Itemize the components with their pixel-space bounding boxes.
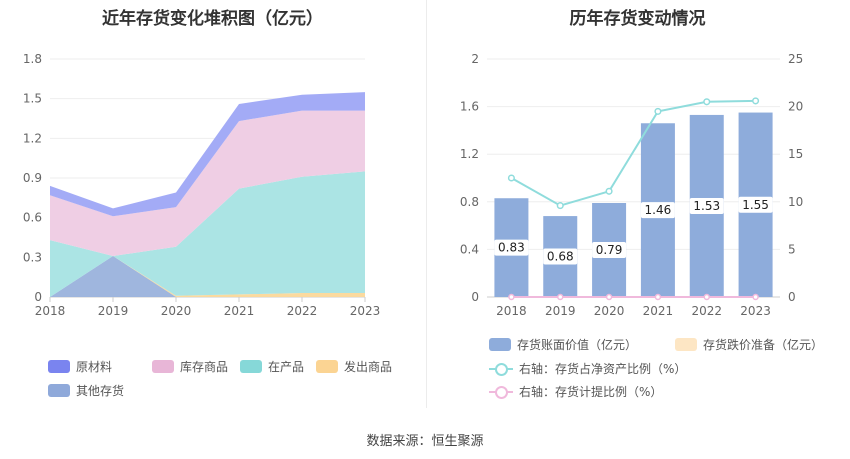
bar-data-label: 1.46 — [645, 203, 672, 217]
legend-label: 在产品 — [268, 360, 305, 374]
legend-item[interactable]: 库存商品 — [152, 358, 228, 375]
y-tick-label: 0.9 — [23, 171, 42, 185]
legend-label: 原材料 — [76, 360, 113, 374]
line-point — [605, 187, 613, 195]
x-tick-label: 2023 — [740, 304, 771, 318]
x-tick-label: 2021 — [224, 304, 255, 318]
bar-data-label: 0.83 — [498, 241, 525, 255]
line-point — [507, 174, 515, 182]
y-left-tick-label: 0.4 — [460, 242, 479, 256]
panel-divider — [426, 0, 427, 408]
legend-item[interactable]: 其他存货 — [48, 382, 124, 399]
line-point — [508, 293, 515, 301]
legend-swatch — [48, 360, 70, 373]
y-right-tick-label: 15 — [788, 147, 803, 161]
legend-item[interactable]: 右轴：存货计提比例（%） — [489, 383, 662, 400]
bar-label-bg — [640, 202, 675, 219]
bar-data-label: 0.79 — [596, 243, 623, 257]
y-tick-label: 1.5 — [23, 92, 42, 106]
y-tick-label: 0 — [34, 290, 42, 304]
stacked-area-chart-panel: 近年存货变化堆积图（亿元） 0 0.3 0.6 0.9 1.2 1.5 1.8 2018 201… — [0, 0, 425, 420]
bar-label-bg — [543, 248, 578, 265]
x-tick-label: 2021 — [643, 304, 674, 318]
line-point — [605, 293, 613, 301]
legend-swatch — [675, 338, 697, 351]
legend-label: 库存商品 — [180, 360, 229, 374]
x-tick-label: 2018 — [35, 304, 66, 318]
x-tick-label: 2022 — [691, 304, 722, 318]
bar-label-bg — [689, 197, 724, 214]
data-source-note: 数据来源：恒生聚源 — [366, 434, 484, 449]
area-在产品 — [50, 171, 365, 297]
bar-data-label: 0.68 — [547, 250, 574, 264]
x-tick-label: 2020 — [161, 304, 192, 318]
legend-swatch — [489, 338, 511, 351]
y-right-tick-label: 25 — [788, 52, 803, 66]
y-tick-label: 1.2 — [23, 131, 42, 145]
x-tick-label: 2019 — [545, 304, 576, 318]
inventory-change-chart-panel: 历年存货变动情况 0 0.4 0.8 1.2 1.6 2 0 5 10 15 20 25 2018 201… — [425, 0, 850, 420]
left-chart-title: 近年存货变化堆积图（亿元） — [102, 9, 323, 29]
y-left-tick-label: 1.2 — [460, 147, 479, 161]
legend-swatch — [240, 360, 262, 373]
legend-swatch — [152, 360, 174, 373]
x-tick-label: 2023 — [350, 304, 381, 318]
line-point — [703, 98, 711, 106]
legend-line-symbol — [489, 362, 513, 376]
legend-swatch — [48, 384, 70, 397]
line-point — [654, 293, 662, 301]
bar-label-bg — [494, 239, 529, 256]
y-right-tick-label: 10 — [788, 195, 803, 209]
y-tick-label: 1.8 — [23, 52, 42, 66]
area-原材料 — [50, 92, 365, 217]
bar-data-label: 1.53 — [693, 199, 720, 213]
legend-label: 右轴：存货计提比例（%） — [519, 385, 663, 399]
y-left-tick-label: 0 — [471, 290, 479, 304]
legend-item[interactable]: 原材料 — [48, 358, 112, 375]
area-发出商品 — [50, 256, 365, 297]
bar-label-bg — [592, 241, 627, 258]
legend-item[interactable]: 在产品 — [240, 358, 304, 375]
stacked-area-chart: 0 0.3 0.6 0.9 1.2 1.5 1.8 2018 2019 2020 2021 2022 2… — [23, 52, 381, 318]
bar-data-label: 1.55 — [742, 198, 769, 212]
legend-item[interactable]: 存货账面价值（亿元） — [489, 336, 637, 353]
line-point — [557, 293, 564, 301]
y-tick-label: 0.6 — [23, 211, 42, 225]
right-chart-title: 历年存货变动情况 — [569, 9, 706, 29]
y-left-tick-label: 2 — [471, 52, 479, 66]
y-right-tick-label: 0 — [788, 290, 796, 304]
legend-label: 发出商品 — [344, 360, 393, 374]
line-point — [556, 202, 564, 210]
legend-label: 右轴：存货占净资产比例（%） — [519, 362, 687, 376]
legend-label: 存货跌价准备（亿元） — [703, 338, 824, 352]
line-point — [752, 97, 760, 105]
bar-label-bg — [738, 196, 773, 213]
line-inventory-ratio — [510, 99, 756, 207]
area-库存商品 — [50, 110, 365, 256]
y-right-tick-label: 20 — [788, 100, 803, 114]
line-point — [752, 293, 759, 301]
y-left-tick-label: 0.8 — [460, 195, 479, 209]
line-point — [703, 293, 710, 301]
legend-label: 存货账面价值（亿元） — [517, 338, 638, 352]
x-tick-label: 2019 — [98, 304, 129, 318]
legend-item[interactable]: 右轴：存货占净资产比例（%） — [489, 360, 686, 377]
legend-item[interactable]: 发出商品 — [316, 358, 392, 375]
x-tick-label: 2022 — [287, 304, 318, 318]
y-tick-label: 0.3 — [23, 250, 42, 264]
y-right-tick-label: 5 — [788, 242, 796, 256]
y-left-tick-label: 1.6 — [460, 100, 479, 114]
legend-swatch — [316, 360, 338, 373]
legend-item[interactable]: 存货跌价准备（亿元） — [675, 336, 823, 353]
x-tick-label: 2018 — [496, 304, 527, 318]
line-point — [654, 107, 662, 115]
legend-label: 其他存货 — [76, 384, 125, 398]
legend-line-symbol — [489, 385, 513, 399]
x-tick-label: 2020 — [594, 304, 625, 318]
